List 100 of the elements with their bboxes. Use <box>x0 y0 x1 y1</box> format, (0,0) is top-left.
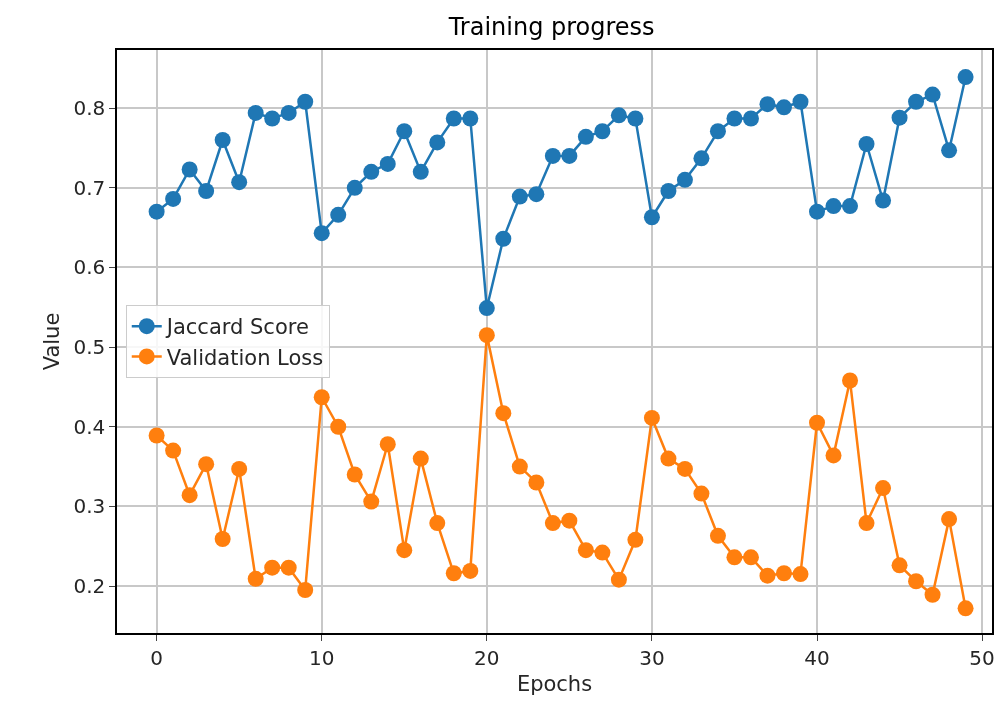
legend-label: Validation Loss <box>166 345 324 370</box>
x-axis-title: Epochs <box>516 672 593 697</box>
point <box>908 573 925 590</box>
point <box>544 147 561 164</box>
point <box>231 460 248 477</box>
point <box>858 515 875 532</box>
point <box>214 132 231 148</box>
point <box>297 581 314 598</box>
point <box>181 161 198 178</box>
point <box>693 150 710 167</box>
x-tick-label: 50 <box>969 645 995 670</box>
point <box>412 450 429 467</box>
point <box>643 409 660 426</box>
point <box>577 542 594 559</box>
point <box>726 549 743 566</box>
point <box>759 567 776 584</box>
point <box>462 562 479 579</box>
point <box>280 559 297 576</box>
x-tick-label: 20 <box>474 645 500 670</box>
point <box>577 128 594 145</box>
point <box>908 93 925 110</box>
point <box>957 69 974 86</box>
y-tick-label: 0.5 <box>73 335 106 360</box>
point <box>313 225 330 242</box>
point <box>676 460 693 477</box>
point <box>709 123 726 140</box>
point <box>148 203 165 220</box>
point <box>247 104 264 121</box>
point <box>924 586 941 603</box>
point <box>511 458 528 475</box>
point <box>528 186 545 203</box>
point <box>495 405 512 422</box>
point <box>891 109 908 126</box>
y-tick-label: 0.4 <box>73 414 106 439</box>
point <box>726 110 743 127</box>
point <box>330 418 347 435</box>
point <box>247 570 264 587</box>
point <box>544 515 561 532</box>
point <box>379 436 396 453</box>
point <box>363 163 380 180</box>
point <box>561 147 578 164</box>
point <box>181 487 198 504</box>
point <box>511 188 528 205</box>
point <box>924 86 941 103</box>
point <box>445 110 462 127</box>
y-tick-label: 0.7 <box>73 175 106 200</box>
point <box>825 198 842 215</box>
point <box>842 198 859 215</box>
point <box>264 559 281 576</box>
point <box>198 182 215 199</box>
point <box>809 414 825 431</box>
point <box>346 466 363 483</box>
point <box>858 135 875 152</box>
x-tick-label: 30 <box>639 645 665 670</box>
point <box>610 571 627 588</box>
point <box>792 566 809 583</box>
point <box>346 179 363 196</box>
point <box>429 515 446 532</box>
point <box>792 93 809 110</box>
point <box>379 155 396 172</box>
y-axis-title: Value <box>40 312 65 371</box>
point <box>148 427 165 444</box>
point <box>165 190 182 207</box>
point <box>445 565 462 582</box>
point <box>478 300 495 317</box>
point <box>775 565 792 582</box>
point <box>875 192 892 209</box>
point <box>280 104 297 121</box>
point <box>842 372 859 389</box>
y-tick-label: 0.8 <box>73 96 106 121</box>
point <box>875 480 892 497</box>
chart-title: Training progress <box>447 12 655 41</box>
point <box>676 171 693 188</box>
point <box>363 493 380 510</box>
y-tick-label: 0.2 <box>73 574 106 599</box>
y-tick-label: 0.3 <box>73 494 106 519</box>
point <box>941 511 958 528</box>
point <box>429 134 446 151</box>
point <box>396 123 413 140</box>
point <box>957 600 974 617</box>
point <box>610 107 627 124</box>
legend-label: Jaccard Score <box>164 315 309 340</box>
point <box>528 474 545 491</box>
point <box>660 182 677 199</box>
point <box>775 99 792 116</box>
point <box>330 206 347 223</box>
point <box>313 389 330 406</box>
point <box>462 110 479 127</box>
point <box>643 209 660 226</box>
point <box>495 230 512 247</box>
point <box>825 447 842 464</box>
x-tick-label: 40 <box>804 645 830 670</box>
point <box>660 450 677 467</box>
y-tick-label: 0.6 <box>73 255 106 280</box>
point <box>594 123 611 140</box>
point <box>396 542 413 559</box>
x-tick-label: 0 <box>150 645 163 670</box>
point <box>594 544 611 561</box>
point <box>478 327 495 344</box>
point <box>627 110 644 127</box>
